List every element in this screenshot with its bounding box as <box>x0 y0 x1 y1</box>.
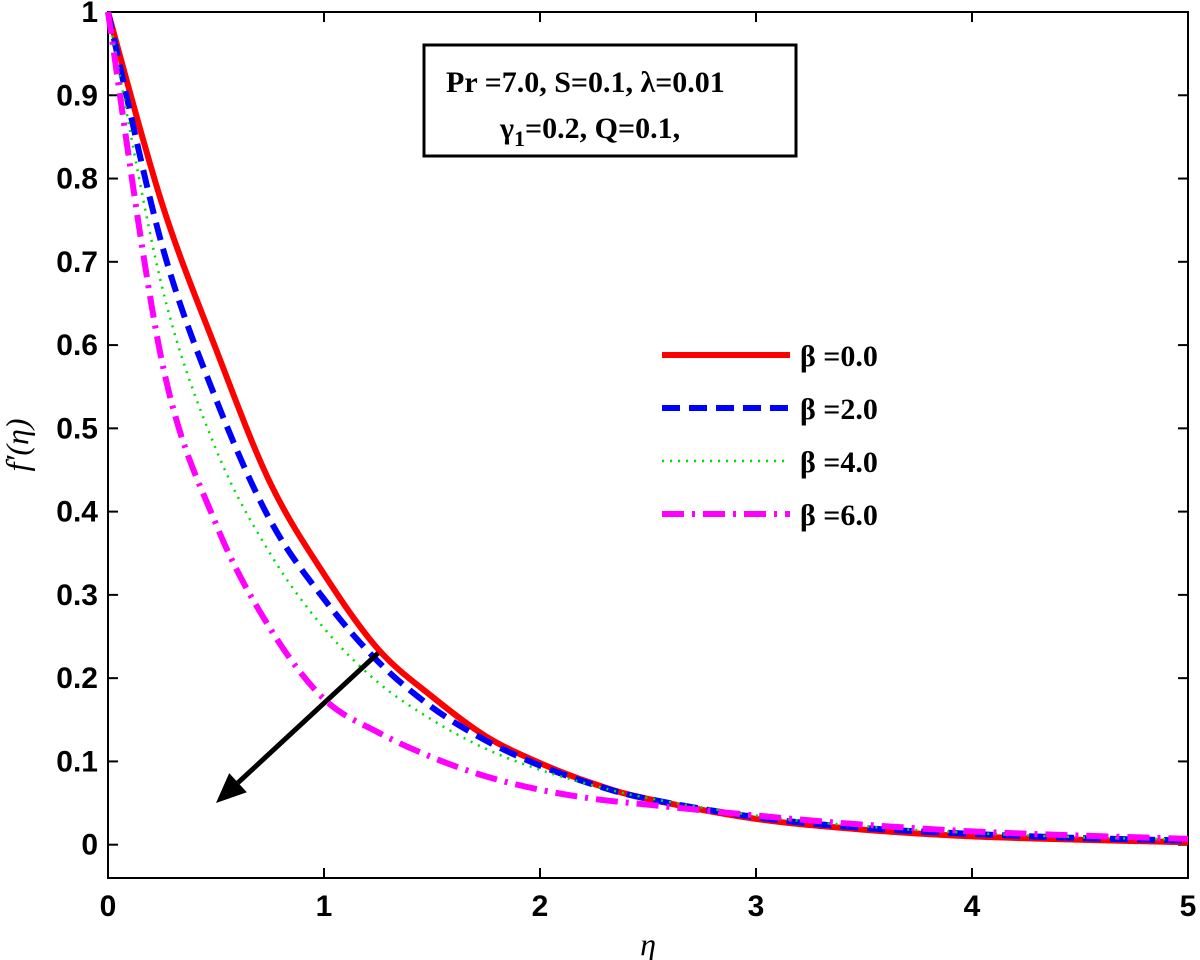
y-tick-label: 0.6 <box>56 329 98 362</box>
legend-label-3: β =6.0 <box>800 499 878 532</box>
y-tick-label: 0.3 <box>56 579 98 612</box>
trend-arrow <box>216 651 380 804</box>
gamma-symbol: γ <box>499 112 514 145</box>
y-tick-label: 0.4 <box>56 496 98 529</box>
annotation-frame <box>422 43 798 158</box>
y-tick-label: 0 <box>81 829 98 862</box>
ticks: 0 1 2 3 4 5 0 0.1 0.2 0.3 0.4 0.5 0.6 0.7 0.8 0.9 1 <box>56 0 1196 923</box>
x-tick-label: 4 <box>964 890 981 923</box>
y-tick-label: 0.2 <box>56 662 98 695</box>
x-tick-label: 1 <box>316 890 333 923</box>
annotation-line-2: γ1=0.2, Q=0.1, <box>499 112 680 151</box>
x-tick-label: 2 <box>532 890 549 923</box>
y-tick-label: 0.8 <box>56 163 98 196</box>
y-tick-label: 0.1 <box>56 745 98 778</box>
legend-label-2: β =4.0 <box>800 446 878 479</box>
legend-label-1: β =2.0 <box>800 393 878 426</box>
annotation-box: Pr =7.0, S=0.1, λ=0.01 γ1=0.2, Q=0.1, <box>422 43 798 158</box>
y-tick-label: 0.9 <box>56 79 98 112</box>
series-layer <box>105 11 1189 846</box>
series-line-3 <box>105 11 1189 842</box>
y-tick-label: 1 <box>81 0 98 29</box>
trend-arrow-line <box>236 651 380 785</box>
gamma-subscript: 1 <box>514 126 525 151</box>
trend-arrow-head <box>216 773 247 804</box>
legend: β =0.0 β =2.0 β =4.0 β =6.0 <box>662 340 878 532</box>
x-tick-label: 5 <box>1180 890 1197 923</box>
y-tick-label: 0.7 <box>56 246 98 279</box>
x-axis-label: η <box>640 926 656 960</box>
x-tick-label: 3 <box>748 890 765 923</box>
legend-label-0: β =0.0 <box>800 340 878 373</box>
x-tick-label: 0 <box>100 890 117 923</box>
y-axis-label: f′(η) <box>0 418 35 471</box>
y-tick-label: 0.5 <box>56 412 98 445</box>
annotation-line-2-rest: =0.2, Q=0.1, <box>525 112 680 145</box>
annotation-line-1: Pr =7.0, S=0.1, λ=0.01 <box>446 66 725 99</box>
